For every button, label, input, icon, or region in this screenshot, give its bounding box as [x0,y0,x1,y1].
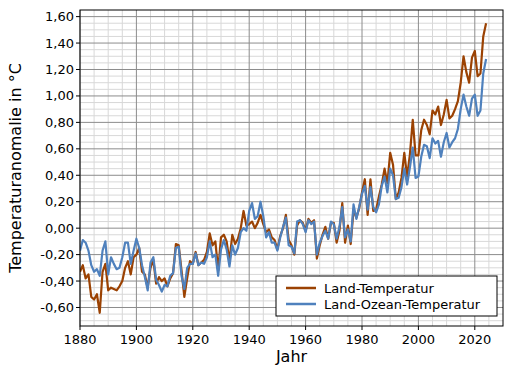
grid-line [249,10,250,326]
legend-swatch [286,287,316,290]
minor-grid [263,10,264,326]
legend-label: Land-Temperatur [324,281,434,296]
legend: Land-TemperaturLand-Ozean-Temperatur [276,276,497,316]
y-tick-label: -0,40 [40,274,74,289]
x-tick [418,326,419,330]
minor-grid [221,10,222,326]
y-tick-label: 1,60 [45,9,74,24]
minor-grid [94,10,95,326]
x-tick-label: 1900 [120,332,153,347]
minor-grid [206,10,207,326]
x-tick-label: 1960 [289,332,322,347]
y-tick-label: -0,60 [40,300,74,315]
x-tick [80,326,81,330]
y-tick [76,95,80,96]
grid-line [80,254,503,255]
x-tick [136,326,137,330]
axes: -0,60 -0,40 -0,20 0,00 0,20 0,40 0,60 0,80 1,00 1… [40,9,491,347]
x-tick-label: 1940 [233,332,266,347]
grid-line [80,201,503,202]
y-tick [76,228,80,229]
y-tick [76,281,80,282]
y-tick [76,16,80,17]
y-tick [76,69,80,70]
grid [80,10,503,326]
series-line [80,59,486,292]
x-tick [192,326,193,330]
legend-box [276,276,497,316]
y-tick-label: 1,00 [45,88,74,103]
y-tick-label: 0,80 [45,115,74,130]
y-tick [76,122,80,123]
y-tick [76,307,80,308]
grid-line [80,175,503,176]
x-tick [305,326,306,330]
legend-swatch [286,303,316,306]
grid-line [80,95,503,96]
y-tick [76,201,80,202]
grid-line [80,228,503,229]
y-tick [76,43,80,44]
x-tick-label: 1880 [63,332,96,347]
grid-line [136,10,137,326]
minor-grid [178,10,179,326]
grid-line [80,69,503,70]
y-tick [76,175,80,176]
legend-label: Land-Ozean-Temperatur [324,297,481,312]
grid-line [80,43,503,44]
x-tick [474,326,475,330]
x-tick [362,326,363,330]
x-tick-label: 1920 [176,332,209,347]
chart-container: -0,60 -0,40 -0,20 0,00 0,20 0,40 0,60 0,80 1,00 1… [0,0,525,371]
series-line [80,23,486,313]
y-tick-label: 0,40 [45,168,74,183]
y-axis-label: Temperaturanomalie in °C [6,63,25,274]
series-group [80,23,486,313]
x-axis-label: Jahr [275,347,308,366]
y-tick-label: 0,20 [45,194,74,209]
minor-grid [235,10,236,326]
y-tick [76,148,80,149]
y-tick-label: 1,20 [45,62,74,77]
chart-svg: -0,60 -0,40 -0,20 0,00 0,20 0,40 0,60 0,80 1,00 1… [0,0,525,371]
x-tick [249,326,250,330]
y-tick-label: -0,20 [40,247,74,262]
minor-grid [150,10,151,326]
plot-frame [80,10,503,326]
y-tick-label: 0,60 [45,141,74,156]
x-tick-label: 2000 [402,332,435,347]
x-tick-label: 2020 [458,332,491,347]
x-tick-label: 1980 [345,332,378,347]
grid-line [192,10,193,326]
grid-line [80,16,503,17]
y-tick [76,254,80,255]
background [0,0,525,371]
y-tick-label: 1,40 [45,36,74,51]
y-tick-label: 0,00 [45,221,74,236]
